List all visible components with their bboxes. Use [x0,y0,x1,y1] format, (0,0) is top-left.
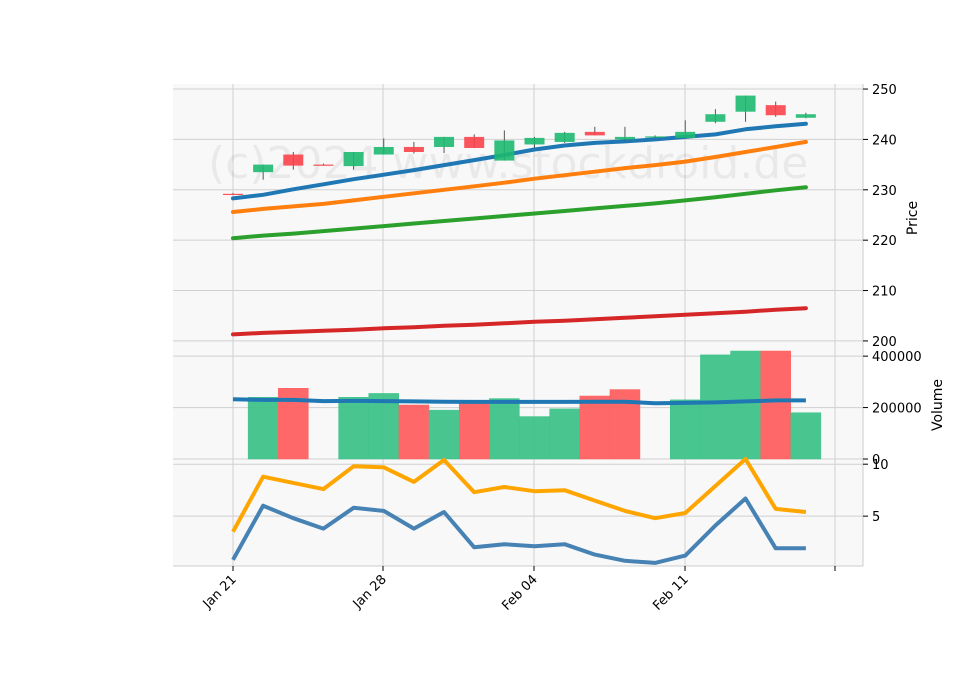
candle-body [373,146,394,155]
moving-average-line [231,139,808,214]
volume-tick-label: 200000 [872,402,922,417]
volume-tick-label: 400000 [872,350,922,365]
candle-body [765,105,786,116]
volume-axis-label: Volume [930,379,946,431]
volume-bar [247,397,279,460]
candle-body [645,136,666,138]
axes [173,84,864,567]
price-tick-label: 210 [872,285,897,300]
volume-bar [398,404,430,460]
volume-bar [670,399,701,460]
price-tick-label: 250 [872,83,897,98]
indicator-tick-label: 5 [872,510,880,525]
x-tick-label: Feb 11 [650,572,692,614]
candle-body [403,146,424,153]
x-tick-label: Feb 04 [499,572,541,614]
price-candles [223,95,816,196]
indicator-line [231,496,806,565]
candle-body [343,152,364,167]
candle-body [614,136,635,140]
price-tick-label: 220 [872,234,897,249]
candle-body [554,132,575,142]
volume-bar [579,395,611,460]
candle-body [494,140,515,161]
candle-body [524,137,545,145]
x-tick-label: Jan 28 [350,572,390,612]
moving-average-line [231,306,808,337]
indicator-line [231,457,807,533]
volume-bar [338,397,369,460]
volume-average-line [232,397,806,406]
candle-body [464,136,485,148]
candle-body [584,131,605,136]
candle-body [313,164,334,166]
volume-bar [549,408,580,460]
moving-average-line [231,121,808,201]
volume-bar [458,402,490,460]
indicator-tick-label: 10 [872,458,889,473]
price-tick-label: 200 [872,335,897,350]
price-axis-label: Price [905,201,921,235]
candle-body [675,131,696,138]
volume-bar [700,354,731,460]
moving-average-line [231,185,808,241]
price-tick-label: 230 [872,184,897,199]
volume-tick-label: 0 [872,453,880,468]
candle-body [735,95,756,112]
indicator-panel-background [173,459,863,566]
volume-bar [519,416,550,460]
volume-bar [760,350,791,460]
volume-bar [790,412,822,460]
x-tick-label: Jan 21 [200,572,240,612]
candle-body [223,193,243,196]
candle-body [434,136,455,147]
volume-bars [247,350,822,460]
volume-bar [428,409,460,460]
volume-bar [489,398,520,460]
volume-bar [368,393,399,460]
candle-body [283,154,304,166]
indicator-lines [231,457,807,565]
price-moving-averages [231,121,808,337]
volume-bar [730,350,761,460]
price-tick-label: 240 [872,133,897,148]
volume-average-line-group [232,397,806,406]
candle-body [795,114,816,118]
candle-body [253,164,274,173]
candle-body [705,114,726,122]
